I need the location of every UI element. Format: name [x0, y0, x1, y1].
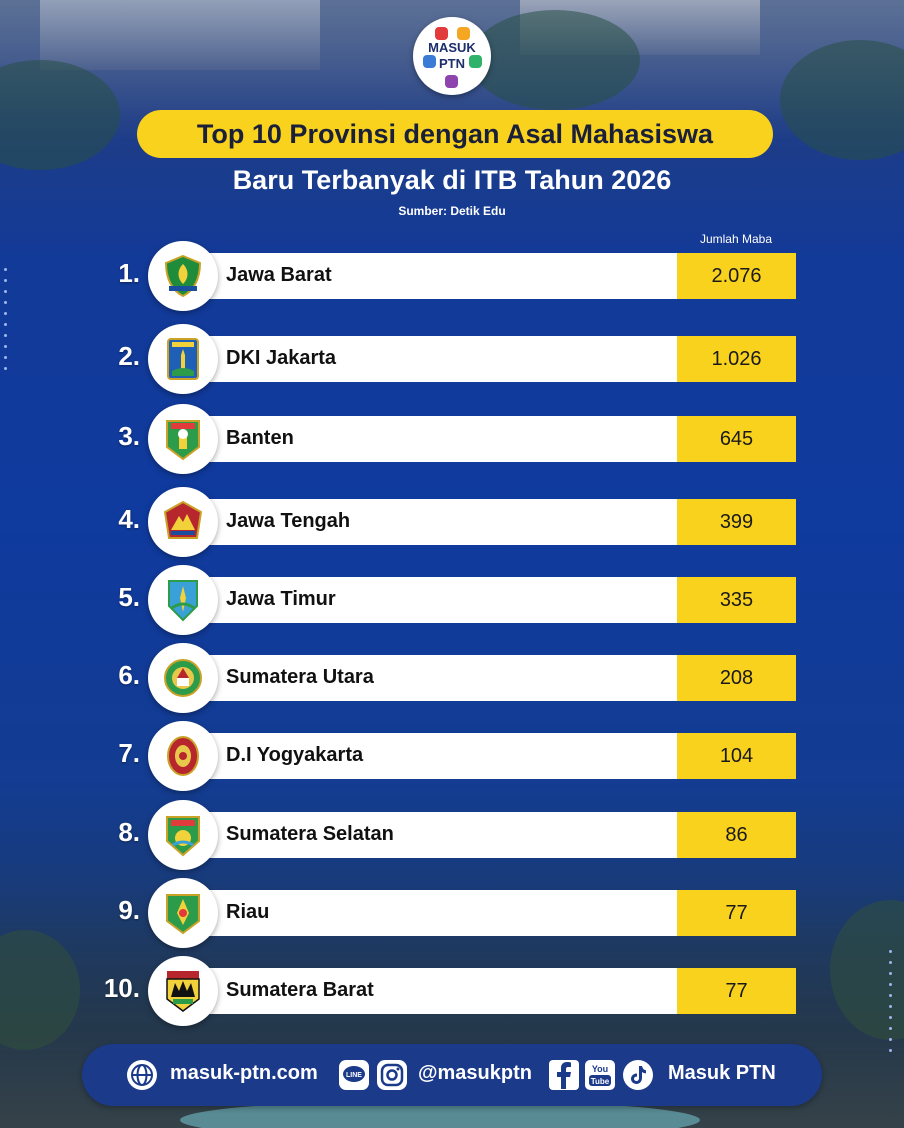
logo-petal	[469, 55, 482, 68]
list-item: 1. Jawa Barat 2.076	[0, 236, 904, 316]
background-building-left	[40, 0, 320, 70]
value-label: 104	[677, 733, 796, 779]
sumatera-barat-emblem	[148, 956, 218, 1026]
logo-petal	[423, 55, 436, 68]
background-tree	[470, 10, 640, 110]
jawa-tengah-emblem	[148, 487, 218, 557]
column-header: Jumlah Maba	[699, 232, 773, 246]
youtube-icon[interactable]: You Tube	[584, 1059, 616, 1091]
rank-number: 2.	[118, 341, 140, 371]
logo-petal	[435, 27, 448, 40]
row-bar	[205, 812, 677, 858]
rank-number: 3.	[118, 421, 140, 451]
rank-number: 9.	[118, 895, 140, 925]
province-name: Banten	[226, 427, 294, 449]
list-item: 8. Sumatera Selatan 86	[0, 795, 904, 875]
row-bar	[205, 733, 677, 779]
list-item: 10. Sumatera Barat 77	[0, 951, 904, 1031]
social-handle[interactable]: @masukptn	[418, 1062, 532, 1084]
value-label: 1.026	[677, 336, 796, 382]
logo-text-line2: PTN	[439, 56, 465, 71]
sumatera-utara-emblem	[148, 643, 218, 713]
riau-emblem	[148, 878, 218, 948]
tiktok-icon[interactable]	[622, 1059, 654, 1091]
line-icon[interactable]: LINE	[338, 1059, 370, 1091]
list-item: 3. Banten 645	[0, 399, 904, 479]
footer-bar: masuk-ptn.com LINE @masukptn You Tube	[82, 1044, 822, 1106]
page-title: Top 10 Provinsi dengan Asal Mahasiswa	[196, 119, 714, 149]
list-item: 9. Riau 77	[0, 873, 904, 953]
province-name: Sumatera Barat	[226, 979, 374, 1001]
rank-number: 5.	[118, 582, 140, 612]
value-label: 335	[677, 577, 796, 623]
website-link[interactable]: masuk-ptn.com	[170, 1062, 318, 1084]
rank-number: 4.	[118, 504, 140, 534]
list-item: 5. Jawa Timur 335	[0, 560, 904, 640]
value-label: 399	[677, 499, 796, 545]
province-name: Sumatera Selatan	[226, 823, 394, 845]
globe-icon[interactable]	[126, 1059, 158, 1091]
row-bar	[205, 336, 677, 382]
list-item: 7. D.I Yogyakarta 104	[0, 716, 904, 796]
rank-number: 7.	[118, 738, 140, 768]
logo-text-line1: MASUK	[428, 40, 476, 55]
province-name: Jawa Timur	[226, 588, 336, 610]
facebook-icon[interactable]	[548, 1059, 580, 1091]
svg-text:Tube: Tube	[591, 1077, 610, 1086]
svg-text:You: You	[592, 1064, 608, 1074]
value-label: 86	[677, 812, 796, 858]
banten-emblem	[148, 404, 218, 474]
jawa-timur-emblem	[148, 565, 218, 635]
province-name: Jawa Barat	[226, 264, 332, 286]
yogyakarta-emblem	[148, 721, 218, 791]
rank-number: 1.	[118, 258, 140, 288]
province-name: D.I Yogyakarta	[226, 744, 364, 766]
row-bar	[205, 968, 677, 1014]
rank-number: 6.	[118, 660, 140, 690]
province-name: DKI Jakarta	[226, 347, 337, 369]
dki-jakarta-emblem	[148, 324, 218, 394]
row-bar	[205, 577, 677, 623]
logo-petal	[445, 75, 458, 88]
value-label: 645	[677, 416, 796, 462]
list-item: 4. Jawa Tengah 399	[0, 482, 904, 562]
svg-text:LINE: LINE	[346, 1072, 362, 1079]
instagram-icon[interactable]	[376, 1059, 408, 1091]
rank-number: 10.	[103, 973, 140, 1003]
value-label: 77	[677, 890, 796, 936]
logo-petal	[457, 27, 470, 40]
brand-name[interactable]: Masuk PTN	[668, 1062, 776, 1084]
page-subtitle: Baru Terbanyak di ITB Tahun 2026	[232, 165, 672, 195]
row-bar	[205, 416, 677, 462]
province-name: Sumatera Utara	[226, 666, 374, 688]
value-label: 77	[677, 968, 796, 1014]
rank-number: 8.	[118, 817, 140, 847]
sumatera-selatan-emblem	[148, 800, 218, 870]
title-pill: Top 10 Provinsi dengan Asal Mahasiswa	[137, 110, 773, 158]
value-label: 208	[677, 655, 796, 701]
province-name: Jawa Tengah	[226, 510, 351, 532]
decor-dots-right	[889, 950, 895, 1060]
value-label: 2.076	[677, 253, 796, 299]
masuk-ptn-logo: MASUK PTN	[413, 17, 491, 95]
background-tree	[780, 40, 904, 160]
row-bar	[205, 499, 677, 545]
list-item: 6. Sumatera Utara 208	[0, 638, 904, 718]
jawa-barat-emblem	[148, 241, 218, 311]
decor-dots-left	[4, 268, 10, 378]
row-bar	[205, 655, 677, 701]
list-item: 2. DKI Jakarta 1.026	[0, 319, 904, 399]
source-note: Sumber: Detik Edu	[398, 204, 506, 218]
province-name: Riau	[226, 901, 270, 923]
row-bar	[205, 253, 677, 299]
row-bar	[205, 890, 677, 936]
